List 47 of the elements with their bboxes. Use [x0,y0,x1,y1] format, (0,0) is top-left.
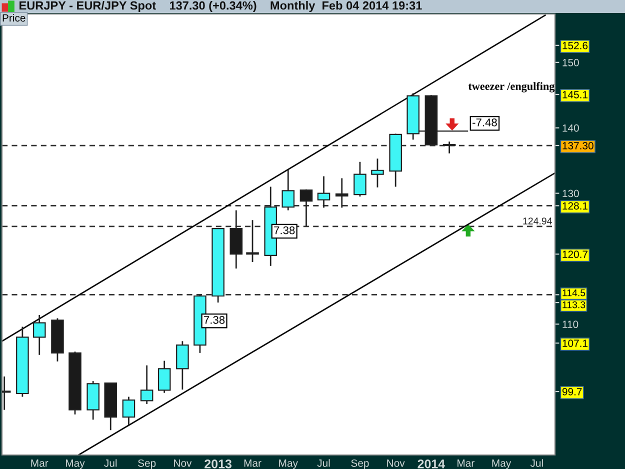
y-tick-label: 128.1 [562,202,588,210]
candlestick [176,340,189,390]
candlestick [158,360,171,394]
x-tick-label: 2014 [418,459,446,468]
candlestick [140,364,154,405]
x-tick-label: Jul [317,459,330,467]
annotation: -7.48 [472,118,497,126]
candlestick [32,314,46,356]
annotation: 7.38 [274,226,295,234]
x-tick-label: May [66,460,85,469]
x-tick-label: 2013 [204,459,232,468]
candlestick [371,158,384,188]
candlestick [300,188,313,228]
y-tick-label: 150 [562,58,579,66]
y-tick-label: 120.7 [562,250,588,258]
y-tick-label: 107.1 [562,340,588,347]
y-tick-label: 137.30 [562,142,594,150]
candlestick [335,178,348,208]
y-tick-label: 130 [562,190,579,198]
x-tick-label: May [492,460,512,469]
y-tick-label: 152.6 [562,42,588,50]
x-tick-label: Jul [530,459,543,467]
candlestick [317,176,330,208]
x-tick-label: Jul [104,459,117,467]
x-tick-label: Sep [351,459,369,469]
annotation: tweezer /engulfing [468,82,555,92]
annotation: 7.38 [204,316,225,324]
chart-title: EURJPY - EUR/JPY Spot 137.30 (+0.34%) Monthly Feb 04 2014 19:31 [20,1,422,12]
y-tick-label: 140 [562,124,579,132]
x-tick-label: Mar [244,460,262,467]
x-tick-label: Nov [174,460,192,467]
y-tick-label: 99.7 [562,388,582,396]
x-tick-label: Sep [138,459,156,469]
ref-line-label: 124.94 [523,218,552,224]
x-tick-label: Mar [31,460,48,467]
y-tick-label: 110 [562,320,578,328]
y-tick-label: 145.1 [562,91,588,98]
x-tick-label: Mar [458,460,474,467]
y-tick-label: 113.3 [562,301,586,308]
candlestick [122,396,136,426]
candlestick [282,169,295,211]
annotation: Price [2,14,26,22]
y-tick-label: 114.5 [562,289,586,296]
x-tick-label: Nov [387,460,405,467]
candlestick [442,140,456,154]
candlestick [354,161,366,198]
x-tick-label: May [279,460,298,469]
